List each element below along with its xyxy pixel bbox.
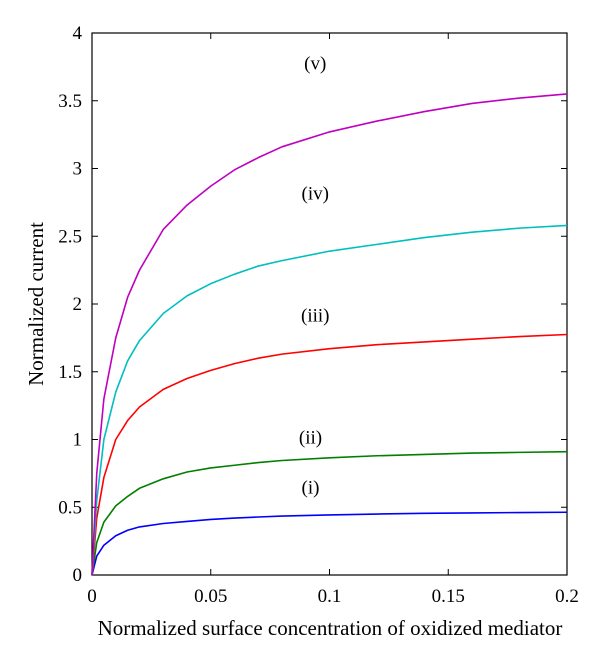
series-line [91, 511, 568, 576]
series-line [91, 333, 568, 576]
y-tick-label: 2 [73, 294, 83, 315]
series-label: (iv) [302, 184, 329, 205]
y-tick-label: 3.5 [58, 91, 82, 112]
axis-ticks: 0 0.05 0.1 0.15 0.2 0 0.5 1 1.5 2 2.5 3 3.5 4 [58, 23, 579, 607]
x-axis-label: Normalized surface concentration of oxid… [98, 616, 563, 640]
series-label: (i) [302, 478, 320, 499]
series-label: (iii) [301, 306, 330, 327]
series-label: (ii) [299, 428, 322, 449]
series-layer [91, 93, 568, 576]
y-tick-label: 1 [73, 430, 83, 451]
x-tick-label: 0.05 [194, 586, 227, 607]
y-tick-label: 3 [73, 159, 83, 180]
series-label: (v) [304, 54, 326, 75]
x-tick-label: 0.2 [555, 586, 579, 607]
x-tick-label: 0.1 [318, 586, 342, 607]
series-line [91, 93, 568, 576]
y-tick-label: 1.5 [58, 362, 82, 383]
series-line [91, 450, 568, 576]
y-tick-label: 0 [73, 565, 83, 586]
x-tick-label: 0 [87, 586, 97, 607]
y-tick-label: 4 [73, 23, 83, 44]
series-line [91, 224, 568, 576]
curve-labels: (i) (ii) (iii) (iv) (v) [299, 54, 330, 499]
y-tick-label: 0.5 [58, 497, 82, 518]
y-tick-label: 2.5 [58, 226, 82, 247]
x-tick-label: 0.15 [432, 586, 465, 607]
plot-area [91, 32, 568, 576]
y-axis-label: Normalized current [24, 222, 48, 386]
